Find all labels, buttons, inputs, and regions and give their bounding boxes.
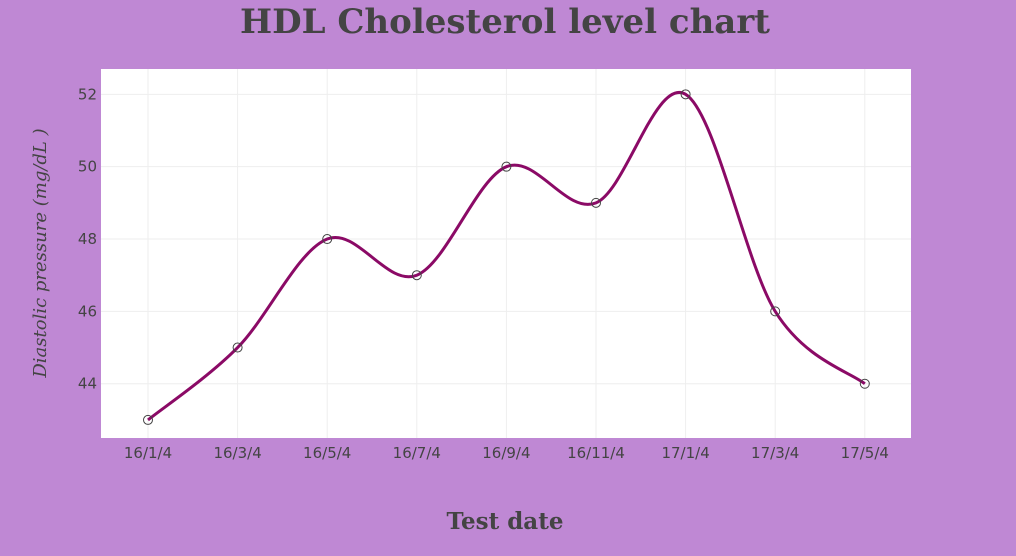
data-point-marker <box>143 414 153 425</box>
y-tick-label: 52 <box>78 85 97 103</box>
data-point-marker <box>591 197 601 208</box>
x-tick-label: 17/1/4 <box>661 444 709 462</box>
y-tick-label: 48 <box>78 230 97 248</box>
data-point-marker <box>859 378 870 389</box>
x-tick-label: 16/1/4 <box>124 444 172 462</box>
data-point-marker <box>411 270 422 281</box>
x-tick-label: 16/11/4 <box>567 444 625 462</box>
x-tick-label: 16/9/4 <box>482 444 530 462</box>
x-axis-title: Test date <box>446 508 564 535</box>
data-point-marker <box>501 161 512 172</box>
grid-lines <box>101 69 911 438</box>
data-point-marker <box>232 342 243 353</box>
x-tick-label: 16/3/4 <box>213 444 261 462</box>
series-line <box>147 90 866 422</box>
data-point-marker <box>770 306 781 317</box>
y-tick-label: 50 <box>78 158 97 176</box>
data-point-marker <box>322 234 333 245</box>
y-tick-label: 46 <box>78 302 97 320</box>
y-tick-label: 44 <box>78 375 97 393</box>
chart-title: HDL Cholesterol level chart <box>240 2 770 42</box>
data-point-marker <box>680 89 691 100</box>
series-markers <box>143 89 870 425</box>
x-tick-label: 17/3/4 <box>751 444 799 462</box>
x-tick-label: 16/5/4 <box>303 444 351 462</box>
axis-ticks: 16/1/4 16/3/4 16/5/4 16/7/4 16/9/4 16/11/4 17/… <box>78 85 889 462</box>
x-tick-label: 17/5/4 <box>841 444 889 462</box>
x-tick-label: 16/7/4 <box>393 444 441 462</box>
y-axis-title: Diastolic pressure (mg/dL ) <box>30 128 51 378</box>
